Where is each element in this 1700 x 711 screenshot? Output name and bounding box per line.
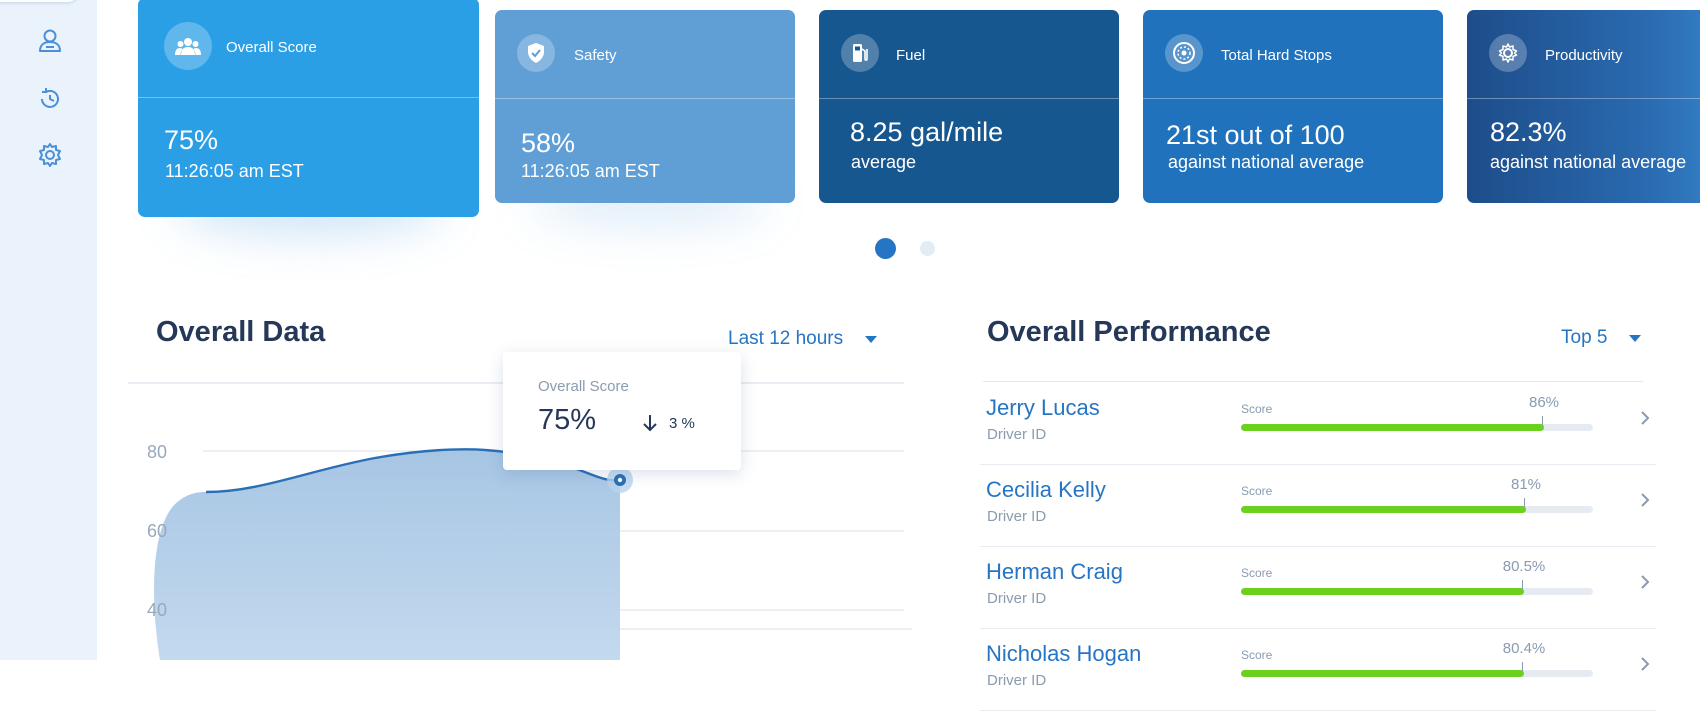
score-line (205, 448, 621, 494)
carousel-dot-2[interactable] (920, 241, 935, 256)
overall-data-chart (128, 382, 912, 660)
score-marker (1542, 416, 1543, 426)
driver-name[interactable]: Nicholas Hogan (986, 641, 1142, 666)
performance-row[interactable]: Jerry Lucas Driver ID Score 86% (980, 382, 1656, 465)
score-marker (1522, 580, 1523, 590)
score-label: Score (1241, 402, 1273, 416)
carousel-dot-1[interactable] (875, 238, 896, 259)
card-safety[interactable]: Safety 58% 11:26:05 am EST (495, 10, 795, 203)
card-overall-score[interactable]: Overall Score 75% 11:26:05 am EST (138, 0, 479, 217)
card-subtext: against national average (1168, 152, 1365, 172)
chevron-down-icon (1629, 334, 1642, 342)
gauge-icon (1165, 34, 1203, 72)
card-divider (819, 98, 1119, 99)
card-divider (495, 98, 795, 99)
chevron-right-icon[interactable] (1640, 656, 1650, 677)
score-marker (1522, 662, 1523, 672)
y-tick-label: 80 (147, 442, 168, 462)
card-subtext: against national average (1490, 152, 1687, 172)
card-title: Productivity (1545, 47, 1623, 64)
overall-data-title: Overall Data (156, 316, 326, 348)
arrow-down-icon (643, 415, 657, 432)
tooltip-change-value: 3 % (669, 414, 695, 432)
driver-id-label: Driver ID (987, 672, 1047, 689)
score-label: Score (1241, 484, 1273, 498)
tooltip-value: 75% (538, 404, 597, 436)
score-area (154, 449, 621, 660)
time-range-dropdown[interactable]: Last 12 hours (728, 328, 878, 350)
score-bar-track (1241, 588, 1593, 595)
score-value: 86% (1528, 394, 1560, 411)
card-value: 58% (521, 128, 576, 158)
driver-name[interactable]: Jerry Lucas (986, 395, 1100, 420)
chart-tooltip: Overall Score 75% 3 % (503, 352, 741, 470)
score-bar-fill (1241, 588, 1524, 595)
y-tick-label: 60 (147, 521, 168, 541)
card-divider (1143, 98, 1443, 99)
score-bar-track (1241, 670, 1593, 677)
card-title: Fuel (896, 47, 926, 64)
card-subtext: 11:26:05 am EST (165, 161, 304, 181)
card-value: 82.3% (1490, 117, 1567, 147)
card-value: 21st out of 100 (1166, 120, 1345, 150)
score-bar-track (1241, 424, 1593, 431)
card-fuel[interactable]: Fuel 8.25 gal/mile average (819, 10, 1119, 203)
top-filter-label: Top 5 (1561, 327, 1608, 348)
score-label: Score (1241, 566, 1273, 580)
card-productivity[interactable]: Productivity 82.3% against national aver… (1467, 10, 1700, 203)
gear-icon[interactable] (36, 141, 64, 169)
score-value: 80.4% (1502, 640, 1546, 657)
top-filter-dropdown[interactable]: Top 5 (1561, 327, 1642, 349)
driver-id-label: Driver ID (987, 426, 1047, 443)
score-bar-fill (1241, 670, 1524, 677)
performance-row[interactable]: Herman Craig Driver ID Score 80.5% (980, 546, 1656, 629)
highlight-point-center (617, 477, 623, 483)
score-bar-fill (1241, 424, 1544, 431)
performance-row[interactable]: Nicholas Hogan Driver ID Score 80.4% (980, 628, 1656, 711)
user-icon[interactable] (36, 26, 64, 54)
card-subtext: 11:26:05 am EST (521, 161, 660, 181)
chevron-right-icon[interactable] (1640, 492, 1650, 513)
driver-name[interactable]: Cecilia Kelly (986, 477, 1106, 502)
performance-top-divider (983, 381, 1643, 382)
history-icon[interactable] (36, 85, 64, 113)
tooltip-change: 3 % (643, 414, 695, 432)
card-value: 8.25 gal/mile (850, 117, 1004, 147)
sidebar-top-tab[interactable] (0, 0, 78, 2)
score-marker (1524, 498, 1525, 508)
score-label: Score (1241, 648, 1273, 662)
productivity-icon (1489, 34, 1527, 72)
card-subtext: average (851, 152, 917, 172)
driver-id-label: Driver ID (987, 590, 1047, 607)
fuel-pump-icon (841, 34, 879, 72)
chevron-right-icon[interactable] (1640, 574, 1650, 595)
tooltip-label: Overall Score (538, 378, 629, 395)
card-total-hard-stops[interactable]: Total Hard Stops 21st out of 100 against… (1143, 10, 1443, 203)
score-value: 80.5% (1502, 558, 1546, 575)
card-divider (138, 97, 479, 98)
performance-row[interactable]: Cecilia Kelly Driver ID Score 81% (980, 464, 1656, 547)
driver-name[interactable]: Herman Craig (986, 559, 1123, 584)
score-value: 81% (1510, 476, 1542, 493)
time-range-label: Last 12 hours (728, 328, 844, 349)
chevron-right-icon[interactable] (1640, 410, 1650, 431)
score-bar-fill (1241, 506, 1526, 513)
card-value: 75% (164, 125, 219, 155)
y-tick-label: 40 (147, 600, 168, 620)
driver-id-label: Driver ID (987, 508, 1047, 525)
card-title: Overall Score (226, 39, 317, 56)
chevron-down-icon (865, 335, 878, 343)
score-bar-track (1241, 506, 1593, 513)
card-divider (1467, 98, 1700, 99)
overall-performance-title: Overall Performance (987, 316, 1271, 348)
group-icon (164, 22, 212, 70)
sidebar (0, 0, 97, 660)
card-title: Total Hard Stops (1221, 47, 1332, 64)
shield-icon (517, 34, 555, 72)
card-title: Safety (574, 47, 617, 64)
